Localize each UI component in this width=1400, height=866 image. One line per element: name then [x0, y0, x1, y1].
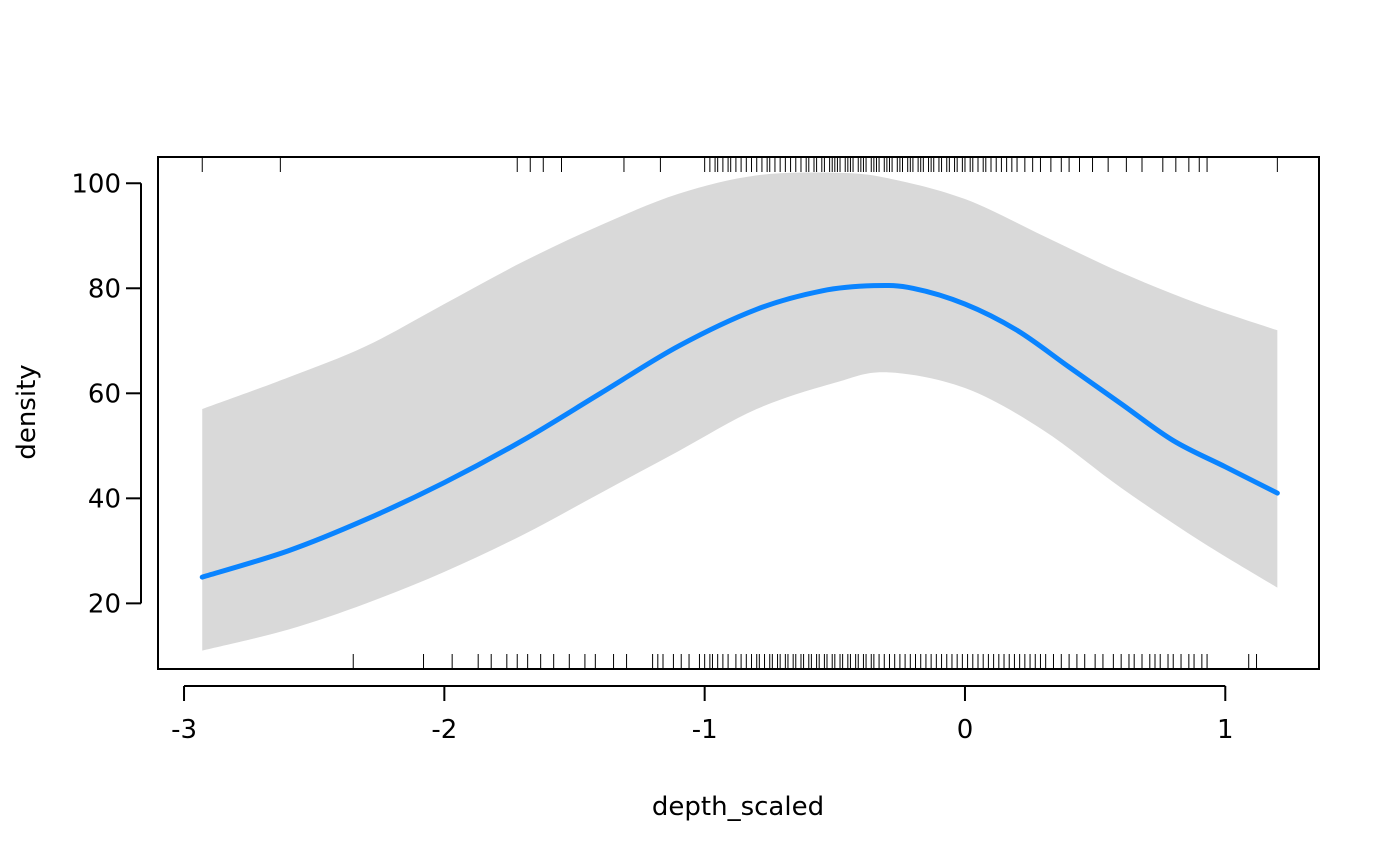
y-axis-title: density — [12, 364, 42, 459]
y-tick-label: 40 — [88, 484, 121, 514]
confidence-band-layer — [202, 172, 1278, 651]
confidence-band — [202, 172, 1278, 651]
x-axis-title: depth_scaled — [652, 792, 824, 822]
x-tick-label: -1 — [692, 715, 718, 745]
axis-layer: -3 -2 -1 0 1 20 40 60 80 100 — [71, 169, 1233, 745]
rug-layer — [201, 157, 1278, 669]
x-tick-label: 1 — [1217, 715, 1234, 745]
y-tick-label: 60 — [88, 379, 121, 409]
plot-frame-layer — [157, 156, 1320, 670]
y-tick-label: 80 — [88, 274, 121, 304]
x-tick-label: 0 — [957, 715, 974, 745]
y-tick-label: 100 — [71, 169, 121, 199]
fit-line-layer — [199, 282, 1280, 580]
y-tick-label: 20 — [88, 589, 121, 619]
plot-frame — [157, 156, 1320, 670]
x-tick-label: -3 — [171, 715, 197, 745]
fit-line — [199, 282, 1280, 580]
x-tick-label: -2 — [431, 715, 457, 745]
